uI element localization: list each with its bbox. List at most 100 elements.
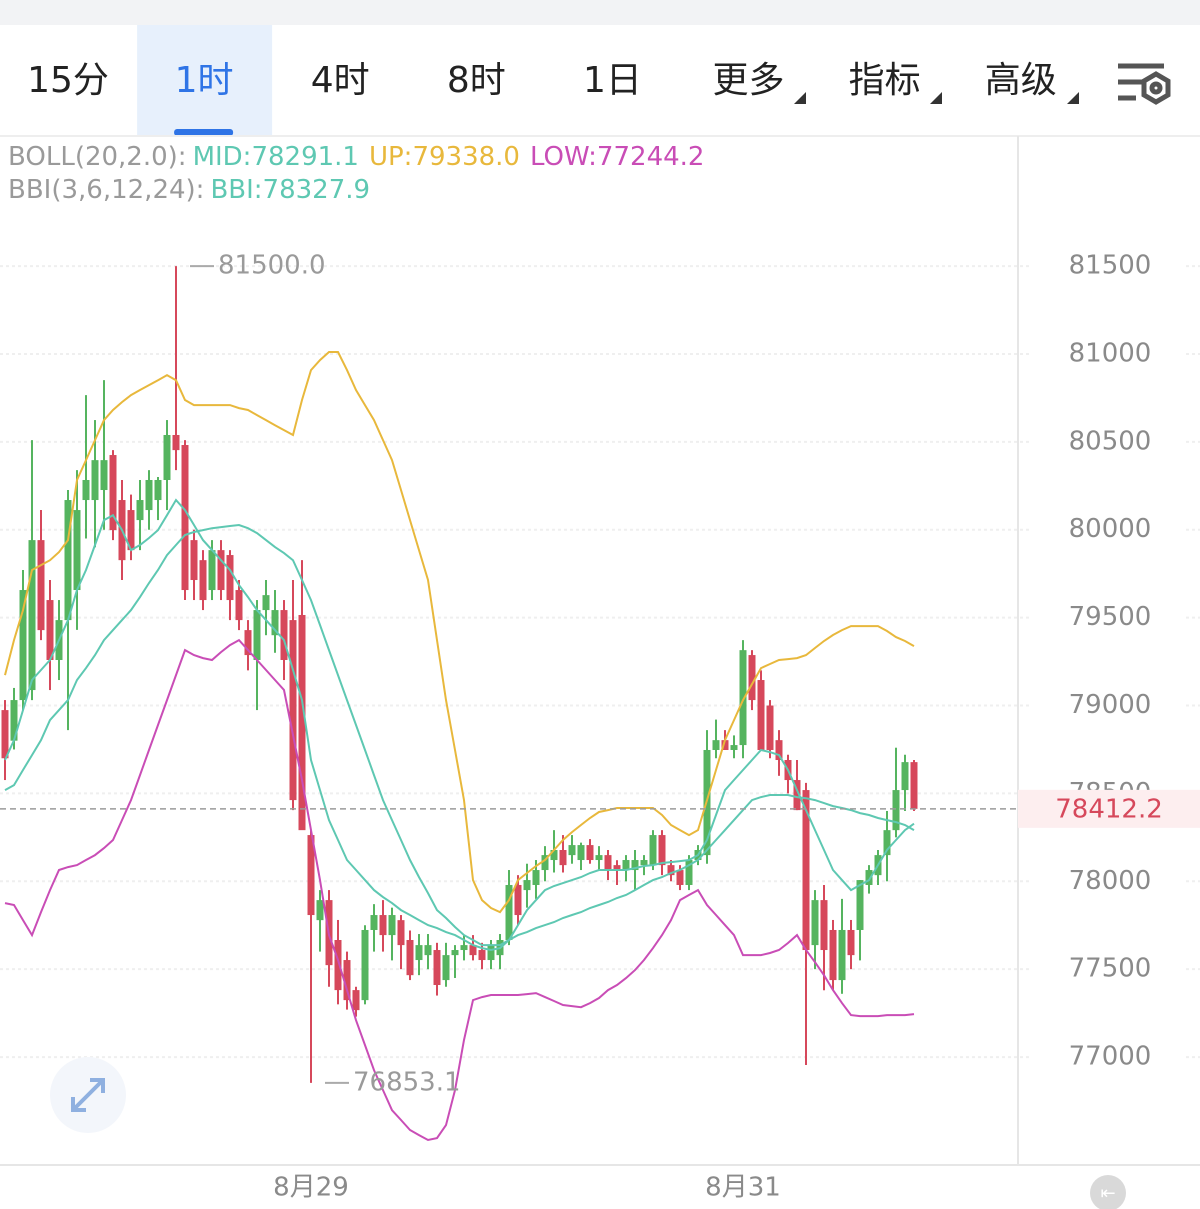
candle-body: [190, 540, 198, 581]
candle-body: [667, 865, 675, 876]
candle-body: [163, 434, 171, 480]
candle-body: [730, 745, 738, 750]
y-tick-label: 81500: [1069, 251, 1152, 281]
candle-body: [568, 845, 576, 856]
legend-entry: UP:79338.0: [369, 142, 520, 172]
tab[interactable]: 1时: [175, 60, 234, 101]
candle-body: [1, 710, 9, 759]
candle-body: [559, 850, 567, 866]
candle-body: [208, 550, 216, 591]
candle-body: [469, 945, 477, 956]
x-tick-label: 8月29: [273, 1173, 349, 1203]
candle-body: [532, 870, 540, 885]
candle-body: [487, 945, 495, 961]
y-tick-label: 80500: [1069, 426, 1152, 456]
indicator-group: BBI(3,6,12,24):: [8, 175, 204, 205]
y-tick-label: 77000: [1069, 1042, 1152, 1072]
candle-body: [397, 920, 405, 946]
candle-body: [46, 600, 54, 660]
candle-body: [802, 790, 810, 951]
tab[interactable]: 15分: [27, 60, 109, 101]
dropdown-arrow: [794, 92, 806, 104]
tab[interactable]: 4时: [311, 60, 370, 101]
candle-body: [820, 900, 828, 951]
candle-body: [649, 835, 657, 866]
expand-button[interactable]: [50, 1057, 126, 1133]
candle-body: [856, 880, 864, 930]
dropdown-arrow: [1067, 92, 1079, 104]
tab[interactable]: 指标: [849, 60, 921, 101]
status-strip: [0, 0, 1200, 25]
y-tick-label: 81000: [1069, 338, 1152, 368]
candle-body: [82, 479, 90, 501]
candle-body: [757, 680, 765, 750]
candle-body: [712, 740, 720, 750]
candle-body: [910, 762, 918, 809]
indicator-lines: [4, 351, 915, 1142]
tab[interactable]: 8时: [447, 60, 506, 101]
candle-body: [721, 740, 729, 750]
y-tick-label: 79500: [1069, 602, 1152, 632]
candle-body: [622, 860, 630, 871]
candle-body: [136, 500, 144, 521]
candle-body: [793, 780, 801, 811]
candle-body: [235, 590, 243, 621]
candle-body: [442, 955, 450, 981]
candle-body: [253, 610, 261, 660]
candle-body: [892, 790, 900, 831]
candle-body: [748, 655, 756, 701]
candle-body: [109, 455, 117, 531]
candle-body: [406, 940, 414, 976]
candle-body: [478, 950, 486, 961]
indicator-line: [4, 351, 915, 914]
candle-body: [37, 540, 45, 631]
tab[interactable]: 更多: [712, 60, 784, 101]
indicator-line: [4, 498, 915, 952]
tab[interactable]: 1日: [583, 60, 642, 101]
candle-body: [595, 855, 603, 861]
legend-entry: MID:78291.1: [193, 142, 359, 172]
selected-tab-underline: [174, 129, 234, 136]
candle-body: [379, 915, 387, 936]
candle-body: [829, 929, 837, 981]
candle-body: [127, 510, 135, 551]
candle-body: [415, 945, 423, 961]
candles: [1, 266, 918, 1083]
candle-body: [388, 915, 396, 936]
candle-body: [217, 550, 225, 591]
candle-body: [73, 510, 81, 591]
candle-body: [154, 479, 162, 501]
tab-bar: 15分 1时 4时 8时 1日 更多 指标 高级: [27, 25, 1057, 136]
y-tick-label: 79000: [1069, 690, 1152, 720]
candle-body: [577, 845, 585, 861]
last-price-label: 78412.2: [1055, 794, 1163, 824]
x-tick-label: 8月31: [705, 1173, 781, 1203]
candle-body: [145, 479, 153, 511]
candle-body: [181, 445, 189, 591]
candle-body: [640, 860, 648, 866]
candle-body: [685, 860, 693, 885]
settings-icon[interactable]: [1118, 63, 1171, 105]
candle-body: [28, 540, 36, 691]
candle-body: [370, 915, 378, 930]
candle-body: [550, 850, 558, 861]
candle-body: [433, 950, 441, 986]
candle-body: [307, 835, 315, 916]
last-price-tag: [1018, 789, 1200, 828]
candle-body: [91, 460, 99, 501]
candle-body: [838, 929, 846, 981]
candle-body: [604, 855, 612, 871]
candle-body: [505, 884, 513, 941]
candle-body: [352, 990, 360, 1011]
y-tick-label: 80000: [1069, 514, 1152, 544]
scroll-to-latest[interactable]: ⇤: [1090, 1175, 1126, 1209]
candle-body: [631, 860, 639, 871]
tab[interactable]: 高级: [985, 60, 1057, 101]
candle-body: [226, 555, 234, 601]
candle-body: [901, 762, 909, 791]
candle-body: [280, 610, 288, 660]
indicator-group: BOLL(20,2.0):: [8, 142, 187, 172]
candle-body: [262, 595, 270, 611]
indicator-line: [4, 523, 915, 947]
